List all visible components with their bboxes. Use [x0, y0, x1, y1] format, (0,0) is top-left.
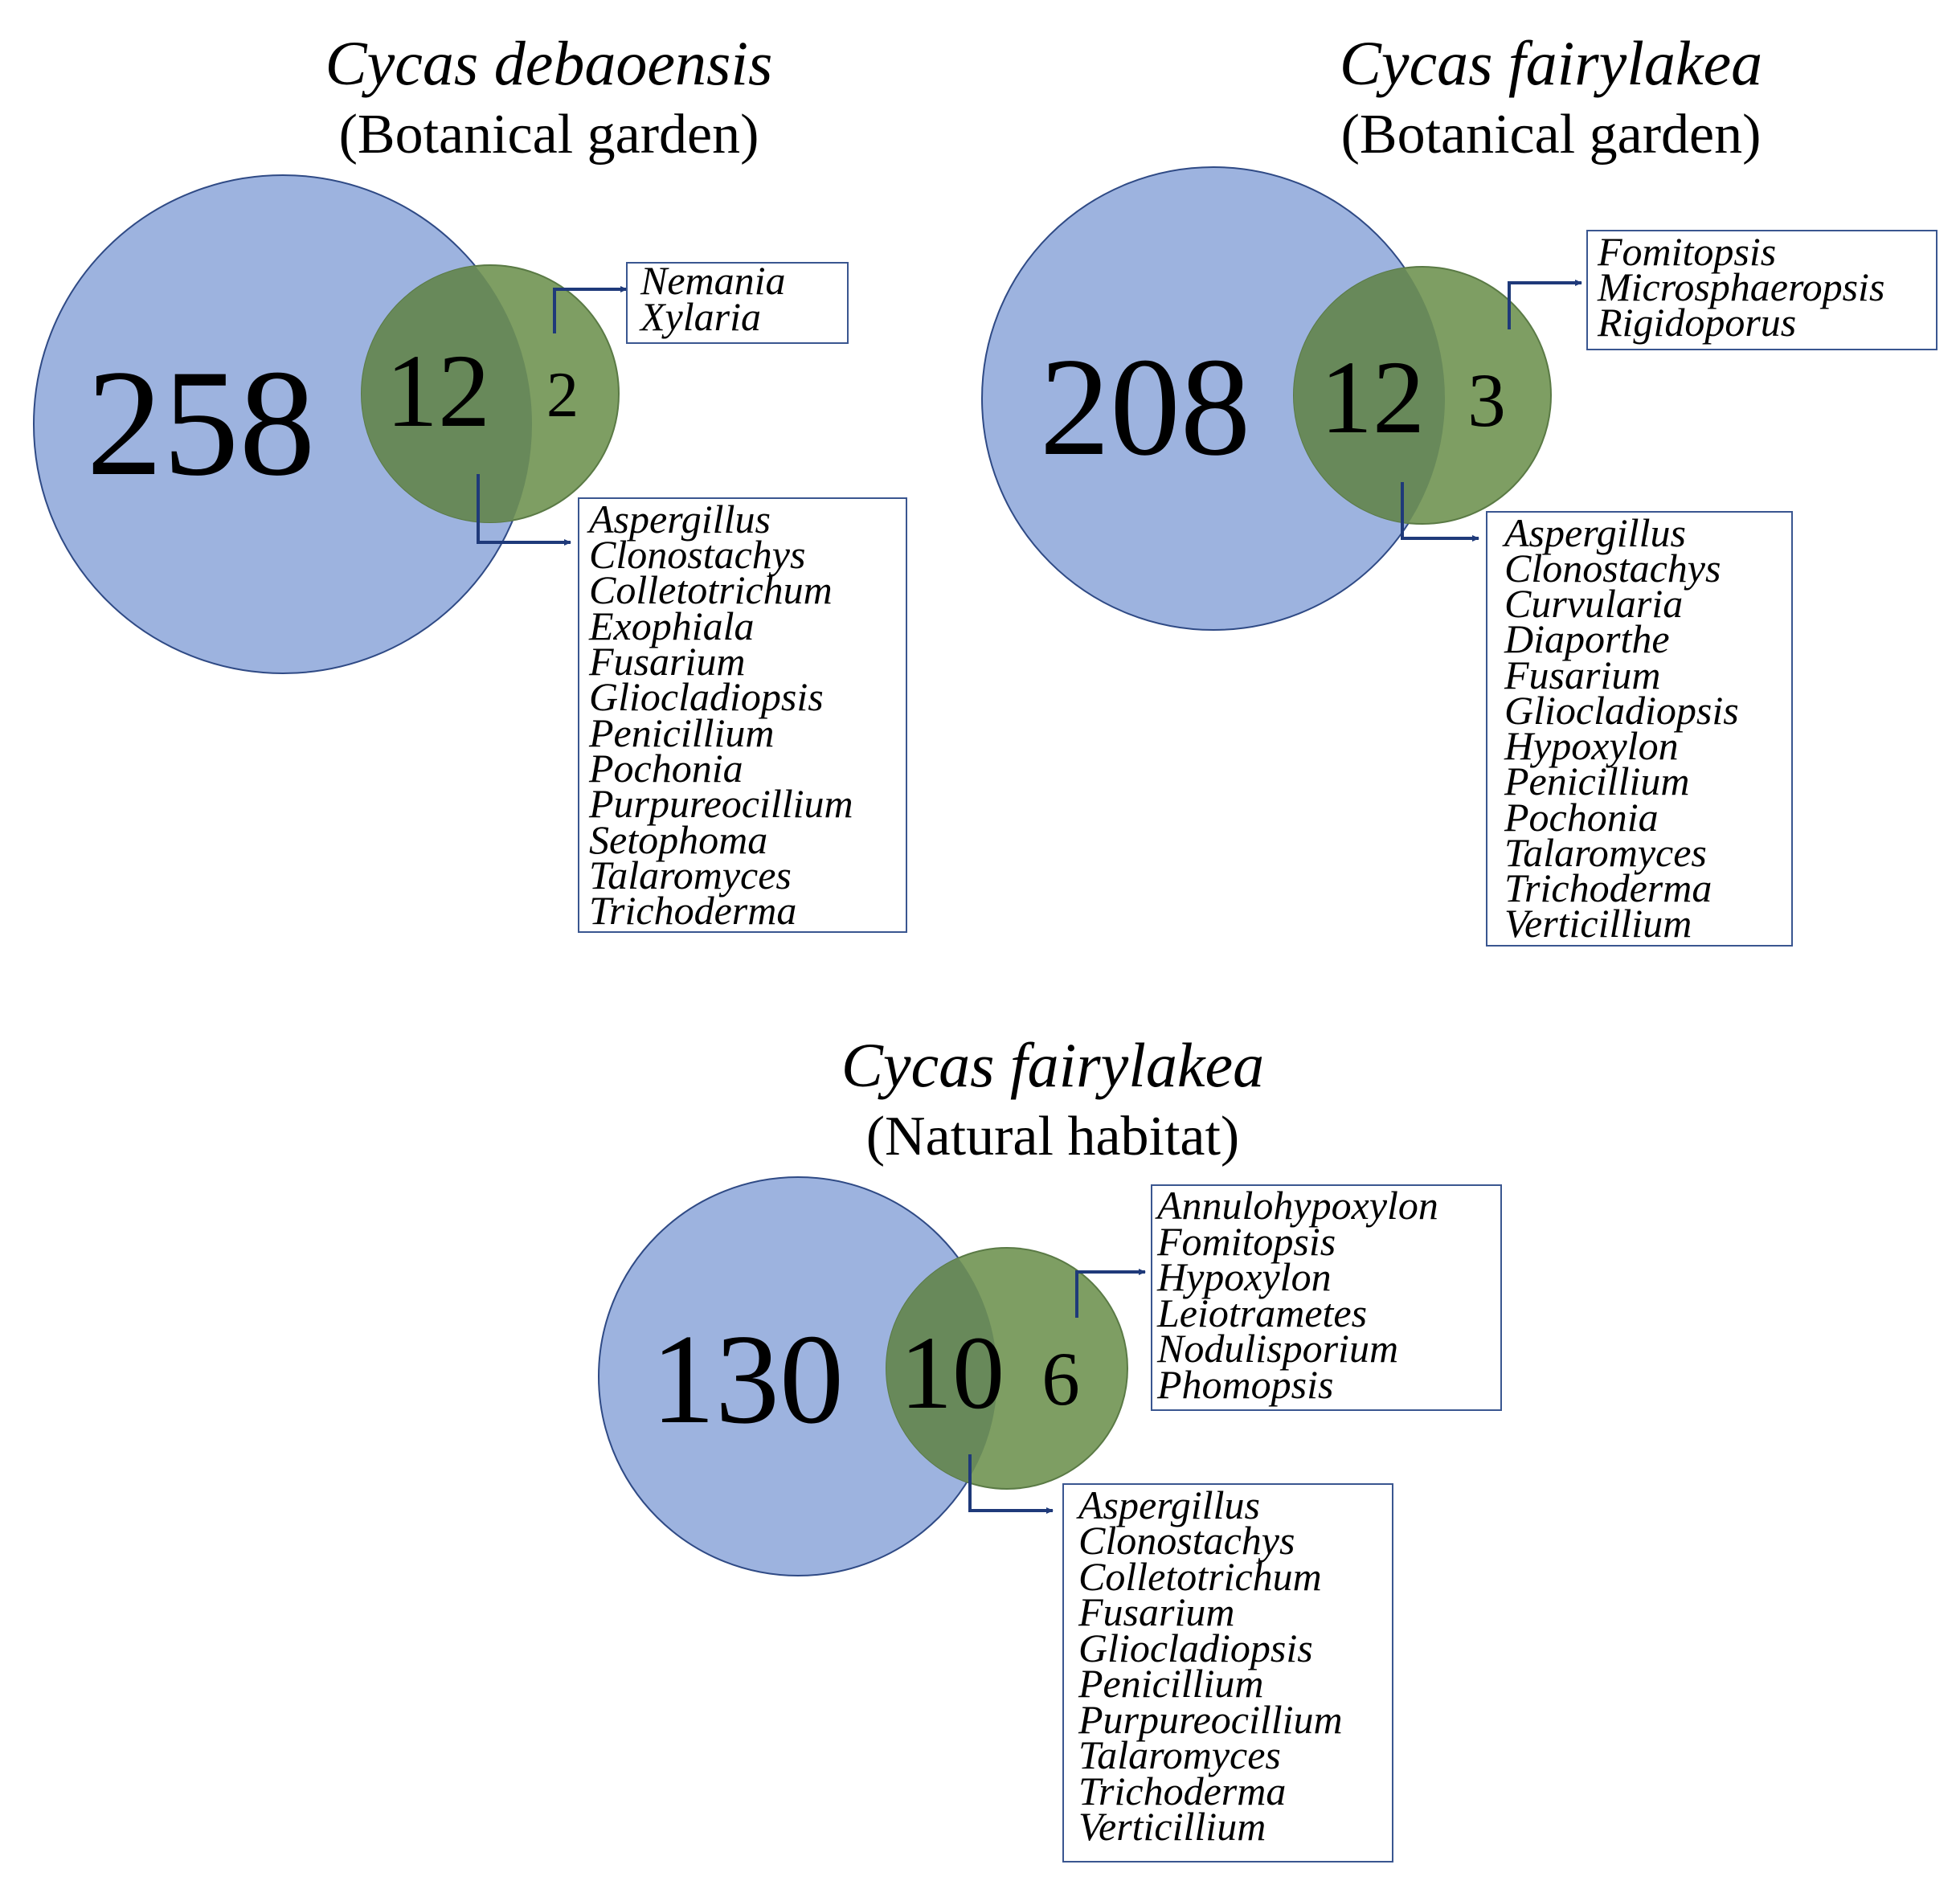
panel-1-left-count: 258 [87, 339, 316, 508]
genus-label: Gliocladiopsis [589, 674, 824, 719]
venn-panel-1: Cycas debaoensis (Botanical garden) 258 … [33, 28, 907, 933]
genus-label: Clonostachys [1078, 1518, 1295, 1563]
genus-label: Phomopsis [1156, 1362, 1333, 1407]
genus-label: Aspergillus [1076, 1482, 1260, 1527]
panel-2-right-count: 3 [1467, 358, 1506, 443]
panel-1-right-genera-list: Nemania Xylaria [639, 258, 786, 339]
genus-label: Verticillium [1078, 1804, 1266, 1849]
genus-label: Trichoderma [1078, 1768, 1286, 1813]
genus-label: Aspergillus [587, 497, 771, 542]
panel-3-right-genera-list: Annulohypoxylon Fomitopsis Hypoxylon Lei… [1155, 1183, 1438, 1407]
genus-label: Fusarium [588, 639, 745, 684]
genus-label: Fomitopsis [1156, 1219, 1336, 1264]
genus-label: Fusarium [1504, 652, 1660, 697]
panel-1-shared-count: 12 [386, 333, 490, 449]
panel-2-shared-count: 12 [1320, 340, 1425, 456]
genus-label: Hypoxylon [1504, 723, 1679, 768]
panel-2-species-title: Cycas fairylakea [1340, 28, 1762, 98]
genus-label: Trichoderma [1504, 865, 1712, 910]
genus-label: Gliocladiopsis [1078, 1625, 1313, 1670]
panel-1-shared-arrow [477, 474, 571, 546]
genus-label: Diaporthe [1504, 616, 1670, 661]
genus-label: Setophoma [589, 817, 767, 862]
panel-3-overlap-region [886, 1248, 997, 1489]
panel-2-right-genera-box [1586, 230, 1937, 350]
genus-label: Penicillium [1504, 758, 1690, 803]
genus-label: Verticillium [1504, 901, 1692, 946]
genus-label: Colletotrichum [1078, 1554, 1322, 1599]
panel-3-shared-count: 10 [900, 1315, 1005, 1431]
genus-label: Fusarium [1078, 1589, 1234, 1634]
venn-panel-2: Cycas fairylakea (Botanical garden) 208 … [981, 28, 1937, 947]
genus-label: Nemania [640, 258, 786, 303]
genus-label: Gliocladiopsis [1504, 688, 1739, 733]
genus-label: Xylaria [639, 294, 761, 339]
genus-label: Leiotrametes [1156, 1290, 1367, 1335]
panel-3-left-count: 130 [651, 1307, 844, 1450]
genus-label: Colletotrichum [589, 567, 833, 612]
panel-2-right-arrow [1508, 280, 1582, 329]
panel-1-right-count: 2 [546, 360, 579, 431]
genus-label: Aspergillus [1502, 510, 1686, 555]
panel-2-overlap-region [1294, 267, 1445, 524]
genus-label: Annulohypoxylon [1155, 1183, 1438, 1228]
genus-label: Pochonia [1504, 795, 1659, 840]
genus-label: Talaromyces [589, 853, 792, 898]
panel-3-species-title: Cycas fairylakea [841, 1030, 1264, 1100]
genus-label: Purpureocillium [1078, 1697, 1343, 1742]
genus-label: Pochonia [588, 746, 743, 791]
panel-3-right-genera-box [1151, 1184, 1502, 1411]
panel-1-habitat-subtitle: (Botanical garden) [339, 104, 759, 166]
genus-label: Trichoderma [589, 888, 796, 933]
panel-2-shared-arrow [1401, 482, 1479, 542]
panel-1-right-genera-box [626, 262, 849, 344]
genus-label: Talaromyces [1078, 1732, 1281, 1777]
panel-1-shared-genera-box [578, 497, 907, 933]
genus-label: Clonostachys [589, 532, 805, 577]
panel-2-shared-genera-box [1486, 511, 1793, 947]
panel-1-overlap-region [362, 265, 532, 522]
genus-label: Curvularia [1504, 581, 1683, 626]
genus-label: Microsphaeropsis [1597, 264, 1884, 309]
genus-label: Rigidoporus [1597, 300, 1796, 345]
genus-label: Clonostachys [1504, 546, 1721, 591]
panel-1-species-title: Cycas debaoensis [325, 28, 773, 98]
panel-2-habitat-subtitle: (Botanical garden) [1341, 104, 1762, 166]
panel-1-shared-genera-list: Aspergillus Clonostachys Colletotrichum … [587, 497, 853, 933]
genus-label: Nodulisporium [1156, 1326, 1398, 1371]
panel-2-right-genera-list: Fomitopsis Microsphaeropsis Rigidoporus [1597, 229, 1884, 345]
genus-label: Purpureocillium [588, 781, 853, 826]
genus-label: Penicillium [1078, 1661, 1264, 1706]
genus-label: Penicillium [588, 710, 775, 755]
genus-label: Talaromyces [1504, 830, 1707, 875]
panel-3-shared-genera-list: Aspergillus Clonostachys Colletotrichum … [1076, 1482, 1343, 1849]
panel-3-shared-genera-box [1062, 1483, 1393, 1863]
panel-3-right-arrow [1075, 1269, 1146, 1318]
genus-label: Exophiala [588, 603, 755, 648]
panel-1-right-arrow [553, 286, 628, 333]
panel-3-right-count: 6 [1041, 1336, 1080, 1421]
panel-2-shared-genera-list: Aspergillus Clonostachys Curvularia Diap… [1502, 510, 1739, 946]
panel-2-left-count: 208 [1040, 329, 1251, 485]
panel-3-shared-arrow [968, 1454, 1054, 1514]
genus-label: Fomitopsis [1597, 229, 1776, 274]
genus-label: Hypoxylon [1156, 1254, 1332, 1299]
panel-3-habitat-subtitle: (Natural habitat) [866, 1106, 1240, 1167]
venn-panel-3: Cycas fairylakea (Natural habitat) 130 1… [598, 1030, 1502, 1863]
